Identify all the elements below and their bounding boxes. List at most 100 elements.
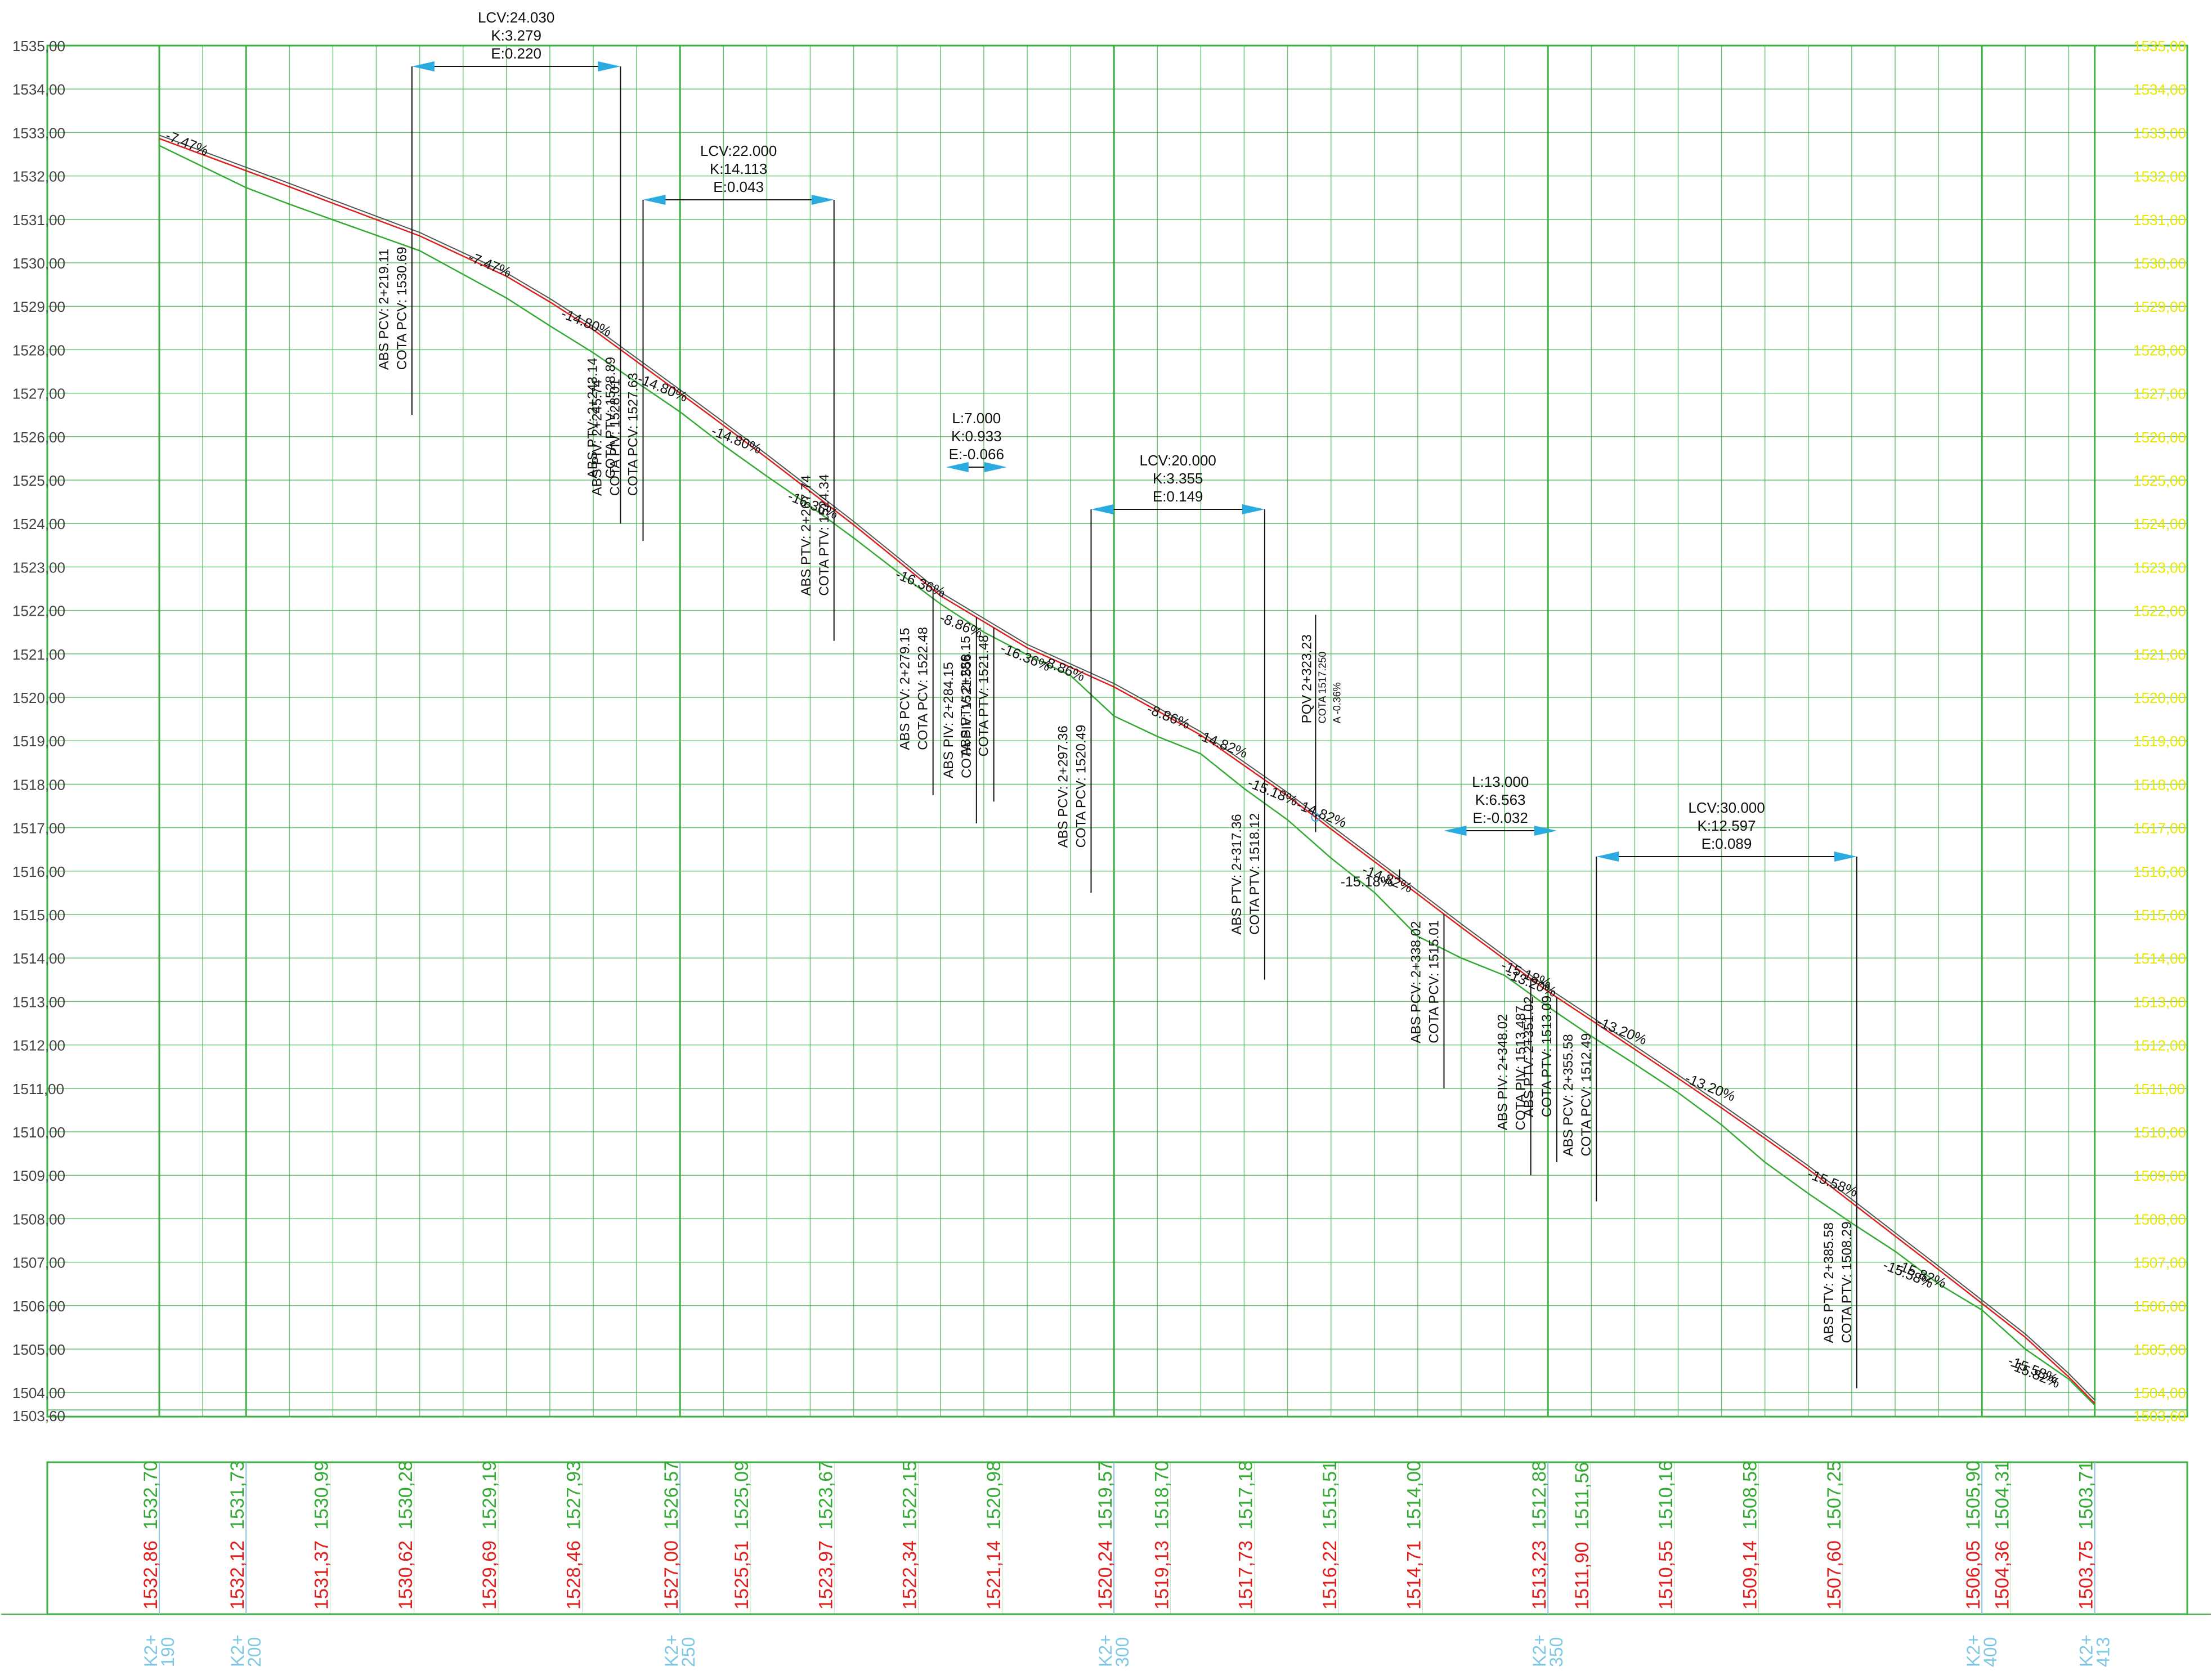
station-annotation: COTA PTV: 1524.34 [817,474,832,596]
elevation-label: 1513,00 [2133,993,2186,1010]
elevation-label: 1530,00 [2133,255,2186,272]
elevation-label: 1531,00 [12,212,65,229]
station-annotation: COTA PCV: 1512.49 [1579,1033,1594,1157]
elevation-label: 1513,00 [12,993,65,1010]
elevation-label: 1509,00 [2133,1167,2186,1184]
terrain-elevation-cell: 1508,58 [1739,1461,1761,1530]
elevation-label: 1507,00 [12,1255,65,1271]
tangent-overlay [159,135,2095,1401]
table-frame [46,1461,2188,1615]
station-number: 190 [158,1637,178,1667]
station-prefix: K2+ [2076,1634,2097,1667]
station-number: 250 [678,1637,698,1667]
curve-parameter: E:0.089 [1701,835,1752,852]
elevation-label: 1518,00 [2133,776,2186,793]
elevation-label: 1525,00 [2133,472,2186,489]
elevation-label: 1535,00 [12,38,65,55]
terrain-elevation-cell: 1525,09 [731,1461,753,1530]
elevation-label: 1510,00 [12,1124,65,1141]
elevation-label: 1521,00 [2133,646,2186,663]
elevation-label: 1522,00 [12,603,65,620]
station-annotation: ABS PTV: 2+243.14 [585,358,600,479]
elevation-label: 1505,00 [2133,1341,2186,1358]
curve-parameter: E:0.043 [713,178,764,195]
elevation-label: 1504,00 [12,1385,65,1401]
grade-label: -15.18% [1341,874,1393,890]
elevation-label: 1512,00 [12,1037,65,1054]
elevation-label: 1532,00 [2133,168,2186,185]
datum-label: 1503,60 [12,1408,65,1424]
design-elevation-cell: 1523,97 [815,1540,836,1610]
pqv-annotation: COTA 1517.250 [1317,652,1328,724]
elevation-label: 1524,00 [12,516,65,532]
curve-parameter: L:13.000 [1472,773,1529,790]
station-annotation: ABS PTV: 2+385.58 [1821,1222,1837,1343]
terrain-elevation-cell: 1526,57 [661,1461,682,1530]
station-annotation: ABS PIV: 2+245.74 [590,379,605,496]
elevation-label: 1515,00 [12,907,65,924]
arrowhead-right [984,462,1007,472]
station-number: 400 [1980,1637,2000,1667]
terrain-elevation-cell: 1505,90 [1963,1461,1984,1530]
left-elevation-axis: 1535,00 1534,00 1533,00 1532,00 1531,00 1530,… [12,38,65,1424]
elevation-label: 1510,00 [2133,1124,2186,1141]
elevation-label: 1533,00 [12,124,65,141]
elevation-label: 1514,00 [12,950,65,967]
design-elevation-cell: 1504,36 [1991,1540,2013,1610]
elevation-label: 1507,00 [2133,1255,2186,1271]
elevation-label: 1528,00 [12,342,65,359]
design-elevation-cell: 1520,24 [1095,1540,1116,1610]
terrain-elevation-cell: 1522,15 [899,1461,921,1530]
design-elevation-cell: 1507,60 [1824,1540,1845,1610]
station-annotation: COTA PTV: 1528.89 [603,357,618,478]
station-annotation: COTA PIV: 1528.01 [608,379,623,496]
design-elevation-cell: 1525,51 [731,1540,753,1610]
station-annotation: ABS PCV: 2+219.11 [377,249,392,370]
design-elevation-cell: 1517,73 [1235,1540,1257,1610]
design-elevation-cell: 1506,05 [1963,1540,1984,1610]
elevation-label: 1523,00 [2133,559,2186,576]
terrain-elevation-cell: 1514,00 [1403,1461,1425,1530]
station-prefix: K2+ [1095,1634,1116,1667]
elevation-label: 1504,00 [2133,1385,2186,1401]
elevation-label: 1520,00 [12,689,65,706]
station-number: 300 [1112,1637,1132,1667]
elevation-label: 1527,00 [2133,386,2186,402]
station-annotation: COTA PTV: 1518.12 [1247,813,1262,935]
design-elevation-cell: 1503,75 [2076,1540,2097,1610]
station-annotation: COTA PCV: 1527.63 [626,373,641,496]
curve-parameter: K:3.355 [1153,470,1203,487]
right-elevation-axis: 1535,00 1534,00 1533,00 1532,00 1531,00 1530,… [2133,38,2186,1424]
design-elevation-cell: 1531,37 [311,1540,332,1610]
elevation-label: 1506,00 [2133,1298,2186,1315]
station-annotation: COTA PTV: 1513.09 [1539,996,1555,1117]
elevation-label: 1534,00 [2133,81,2186,98]
tangent-line [159,135,2095,1401]
elevation-label: 1520,00 [2133,689,2186,706]
terrain-elevation-cell: 1507,25 [1824,1461,1845,1530]
elevation-label: 1522,00 [2133,603,2186,620]
elevation-label: 1511,00 [12,1081,64,1097]
curve-parameter: K:6.563 [1475,791,1526,808]
station-annotation: ABS PCV: 2+279.15 [898,628,913,750]
arrowhead-left [1091,504,1114,514]
elevation-label: 1516,00 [2133,863,2186,880]
elevation-label: 1528,00 [2133,342,2186,359]
station-annotation: ABS PIV: 2+284.15 [941,662,956,778]
station-annotation: ABS PTV: 2+267.74 [799,475,814,596]
station-annotation: COTA PIV: 1521.558 [959,653,974,778]
curve-parameter: LCV:24.030 [478,9,554,26]
design-elevation-cell: 1510,55 [1655,1540,1677,1610]
station-annotation: ABS PCV: 2+338.02 [1408,921,1423,1043]
design-elevation-cell: 1532,86 [140,1540,162,1610]
terrain-elevation-cell: 1503,71 [2076,1461,2097,1530]
terrain-elevation-cell: 1504,31 [1991,1461,2013,1530]
elevation-label: 1508,00 [2133,1211,2186,1228]
arrowhead-right [598,61,621,71]
terrain-elevation-cell: 1519,57 [1095,1461,1116,1530]
elevation-grid [46,44,2188,1418]
design-elevation-cell: 1529,69 [479,1540,500,1610]
terrain-elevation-cell: 1512,88 [1529,1461,1550,1530]
elevation-label: 1514,00 [2133,950,2186,967]
